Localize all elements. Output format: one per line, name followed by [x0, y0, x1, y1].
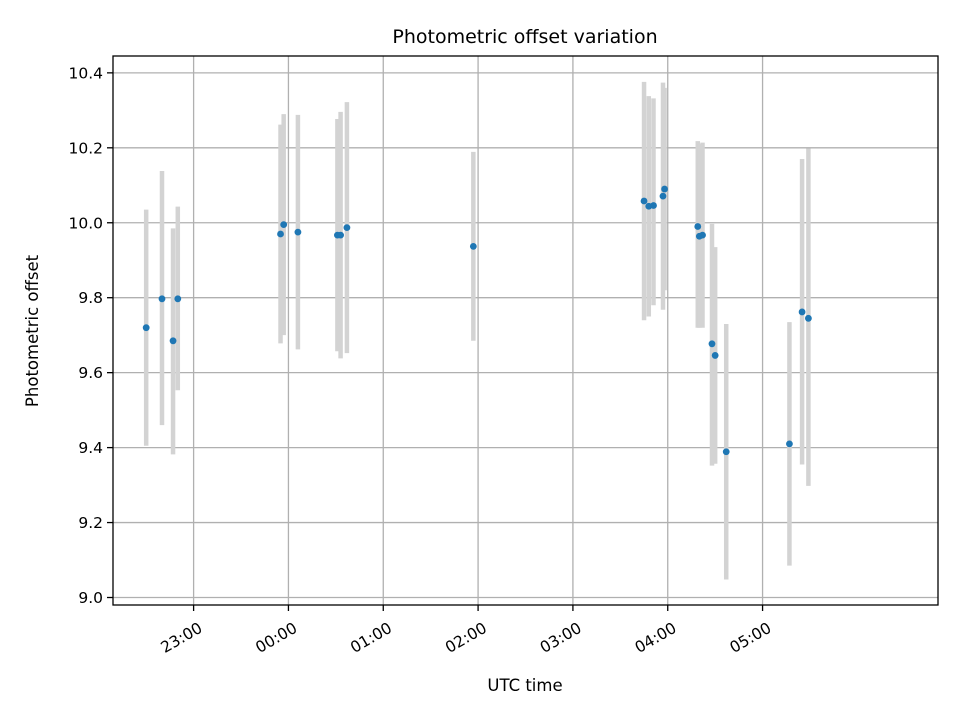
data-point [711, 352, 719, 359]
data-point [798, 308, 806, 316]
y-tick-label: 10.2 [68, 139, 103, 157]
data-point [174, 295, 182, 303]
y-tick-label: 10.0 [68, 214, 103, 232]
data-point [337, 231, 344, 239]
y-tick-label: 10.4 [68, 64, 103, 82]
y-tick-label: 9.6 [78, 364, 103, 382]
data-point [158, 295, 166, 303]
data-point [142, 324, 150, 332]
data-point [661, 185, 668, 193]
y-axis-ticks: 9.0 9.2 9.4 9.6 9.8 10.0 10.2 10.4 [68, 64, 113, 607]
data-point [805, 314, 812, 322]
data-points [142, 185, 812, 456]
data-point [169, 337, 177, 345]
y-tick-label: 9.0 [78, 589, 103, 607]
data-point [694, 223, 702, 230]
data-point [659, 192, 667, 200]
data-point [786, 440, 793, 448]
data-point [294, 228, 302, 236]
y-tick-label: 9.4 [78, 439, 103, 457]
data-point [469, 242, 477, 250]
x-axis-label: UTC time [487, 676, 562, 695]
y-tick-label: 9.2 [78, 514, 103, 532]
data-point [640, 197, 648, 205]
plot-frame [112, 55, 939, 606]
y-axis-label: Photometric offset [23, 254, 42, 407]
data-point [708, 340, 716, 348]
y-tick-label: 9.8 [78, 289, 103, 307]
data-point [650, 202, 657, 209]
data-point [277, 230, 284, 238]
data-point [699, 231, 706, 239]
chart-title: Photometric offset variation [392, 26, 657, 48]
data-point [280, 221, 288, 229]
data-point [343, 224, 351, 232]
data-point [722, 448, 730, 456]
